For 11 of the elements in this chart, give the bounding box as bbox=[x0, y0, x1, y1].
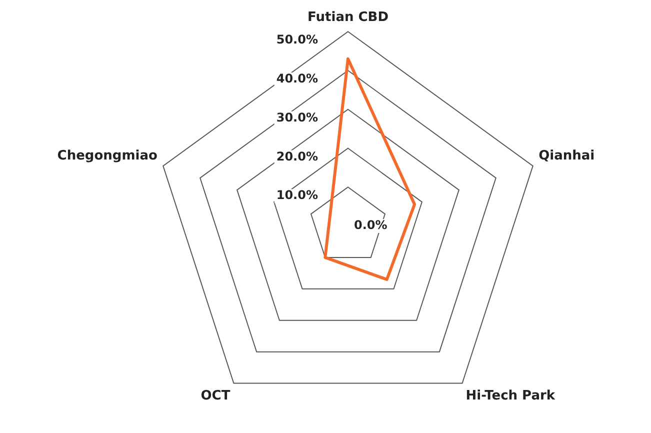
spoke-label: OCT bbox=[200, 388, 230, 404]
y-tick-label: 0.0% bbox=[354, 218, 388, 232]
y-tick-label: 30.0% bbox=[276, 110, 318, 124]
spoke-label: Chegongmiao bbox=[57, 148, 158, 164]
y-tick-label: 20.0% bbox=[276, 149, 318, 164]
spoke-label: Qianhai bbox=[538, 148, 595, 164]
y-tick-label: 50.0% bbox=[276, 32, 318, 47]
y-tick-label: 40.0% bbox=[276, 72, 318, 86]
y-tick-label: 10.0% bbox=[276, 188, 318, 202]
spoke-label: Hi-Tech Park bbox=[466, 388, 556, 404]
spoke-label: Futian CBD bbox=[308, 10, 389, 26]
